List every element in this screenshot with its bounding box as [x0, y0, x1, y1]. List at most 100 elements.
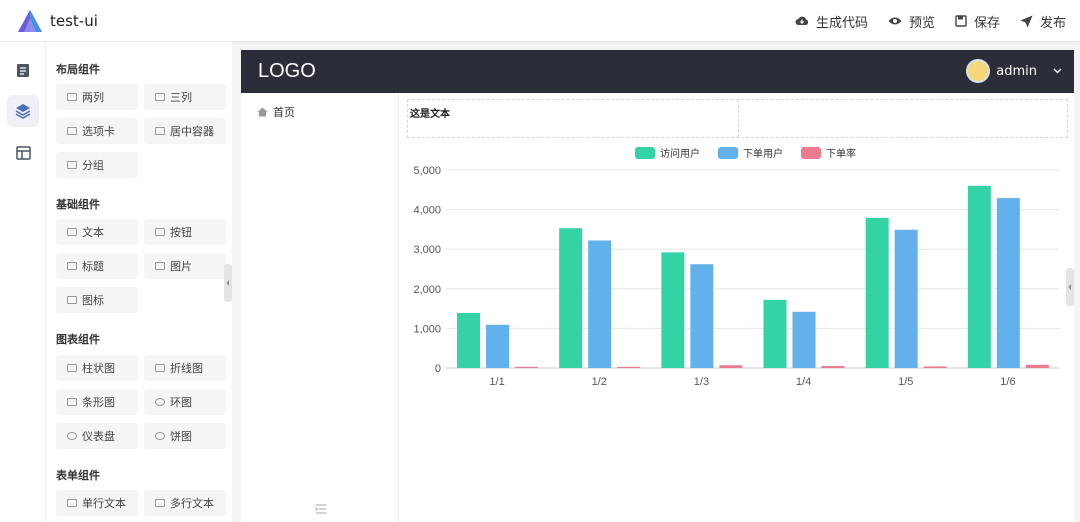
grid-divider — [738, 100, 739, 137]
gauge-icon — [67, 432, 77, 440]
x-tick-label: 1/5 — [898, 376, 913, 388]
bar — [1025, 364, 1049, 368]
bar — [894, 229, 918, 368]
component-line-chart[interactable]: 折线图 — [144, 355, 226, 381]
component-ring-chart[interactable]: 环图 — [144, 389, 226, 415]
component-label: 文本 — [82, 226, 104, 239]
two-column-grid[interactable]: 这是文本 — [407, 99, 1068, 138]
home-icon — [257, 107, 268, 117]
component-label: 选项卡 — [82, 125, 115, 138]
heading-icon — [67, 262, 77, 270]
preview-button[interactable]: 预览 — [888, 12, 935, 31]
x-tick-label: 1/6 — [1000, 376, 1015, 388]
bar — [865, 217, 889, 368]
y-tick-label: 4,000 — [413, 205, 441, 217]
component-pie-chart[interactable]: 饼图 — [144, 423, 226, 449]
text-block: 这是文本 — [410, 109, 450, 120]
rail-pages-button[interactable] — [7, 54, 39, 86]
component-two-column[interactable]: 两列 — [56, 84, 138, 110]
menu-fold-icon — [315, 504, 327, 514]
y-tick-label: 5,000 — [413, 165, 441, 177]
component-label: 分组 — [82, 159, 104, 172]
component-label: 多行文本 — [170, 497, 214, 510]
two-column-icon — [67, 93, 77, 101]
bar — [559, 228, 583, 368]
textarea-icon — [155, 499, 165, 507]
component-label: 单行文本 — [82, 497, 126, 510]
publish-button[interactable]: 发布 — [1020, 12, 1066, 31]
component-label: 两列 — [82, 91, 104, 104]
cloud-download-icon — [795, 16, 809, 25]
pie-chart-icon — [155, 432, 165, 440]
component-label: 标题 — [82, 260, 104, 273]
bar — [821, 366, 845, 368]
bar — [967, 185, 991, 368]
eye-icon — [888, 17, 902, 25]
bar — [486, 324, 509, 368]
x-tick-label: 1/2 — [592, 376, 607, 388]
app-logo-icon — [18, 10, 42, 32]
save-button[interactable]: 保存 — [955, 12, 1000, 31]
component-button[interactable]: 按钮 — [144, 219, 226, 245]
components-panel: 布局组件 两列 三列 选项卡 居中容器 分组 基础组件 文本 按钮 标题 图片 … — [46, 42, 232, 522]
user-menu[interactable]: admin — [966, 59, 1062, 83]
preview-sidebar: 首页 — [241, 93, 399, 522]
layers-icon — [15, 104, 31, 119]
component-multi-line-input[interactable]: 多行文本 — [144, 490, 226, 516]
component-text[interactable]: 文本 — [56, 219, 138, 245]
component-bar-chart[interactable]: 柱状图 — [56, 355, 138, 381]
component-horizontal-bar[interactable]: 条形图 — [56, 389, 138, 415]
bar — [588, 240, 612, 368]
layout-icon — [15, 146, 31, 160]
chevron-down-icon — [1053, 68, 1062, 74]
y-tick-label: 2,000 — [413, 284, 441, 296]
component-single-line-input[interactable]: 单行文本 — [56, 490, 138, 516]
generate-code-button[interactable]: 生成代码 — [795, 12, 868, 31]
legend-label: 下单率 — [826, 147, 856, 160]
group-icon — [67, 161, 77, 169]
top-bar: test-ui 生成代码 预览 保存 发布 — [0, 0, 1080, 42]
input-icon — [67, 499, 77, 507]
save-label: 保存 — [973, 15, 1000, 31]
component-gauge[interactable]: 仪表盘 — [56, 423, 138, 449]
component-group[interactable]: 分组 — [56, 152, 138, 178]
avatar — [966, 59, 991, 83]
legend-swatch — [801, 147, 821, 159]
top-actions: 生成代码 预览 保存 发布 — [775, 0, 1066, 42]
component-image[interactable]: 图片 — [144, 253, 226, 279]
image-icon — [155, 262, 165, 270]
legend-label: 访问用户 — [660, 147, 700, 160]
component-three-column[interactable]: 三列 — [144, 84, 226, 110]
component-heading[interactable]: 标题 — [56, 253, 138, 279]
panel-collapse-handle[interactable] — [224, 264, 232, 302]
group-title-basic: 基础组件 — [56, 198, 100, 211]
bar — [457, 312, 480, 368]
bar — [763, 299, 787, 368]
component-label: 仪表盘 — [82, 430, 115, 443]
app-title: test-ui — [50, 12, 98, 30]
preview-logo: LOGO — [258, 60, 316, 82]
rail-layout-button[interactable] — [7, 137, 39, 169]
component-label: 柱状图 — [82, 362, 115, 375]
nav-item-home[interactable]: 首页 — [257, 104, 295, 120]
preview-header: LOGO admin — [241, 50, 1074, 93]
preview-label: 预览 — [908, 15, 935, 31]
y-tick-label: 1,000 — [413, 323, 441, 335]
icon-icon — [67, 296, 77, 304]
bar — [617, 366, 641, 368]
publish-label: 发布 — [1039, 15, 1066, 31]
component-label: 居中容器 — [170, 125, 214, 138]
component-icon[interactable]: 图标 — [56, 287, 138, 313]
group-title-chart: 图表组件 — [56, 333, 100, 346]
rail-components-button[interactable] — [7, 95, 39, 127]
component-center-container[interactable]: 居中容器 — [144, 118, 226, 144]
bar — [923, 366, 947, 368]
ring-chart-icon — [155, 398, 165, 406]
bar-chart-icon — [67, 364, 77, 372]
line-chart-icon — [155, 364, 165, 372]
caret-left-icon — [226, 280, 229, 286]
component-tabs[interactable]: 选项卡 — [56, 118, 138, 144]
sidebar-collapse-button[interactable] — [315, 499, 327, 518]
right-panel-handle[interactable] — [1066, 268, 1074, 306]
bar-chart: 0 1,000 2,000 3,000 4,000 5,000 1/1 1/2 1/3 1/4 1/… — [413, 147, 1059, 388]
